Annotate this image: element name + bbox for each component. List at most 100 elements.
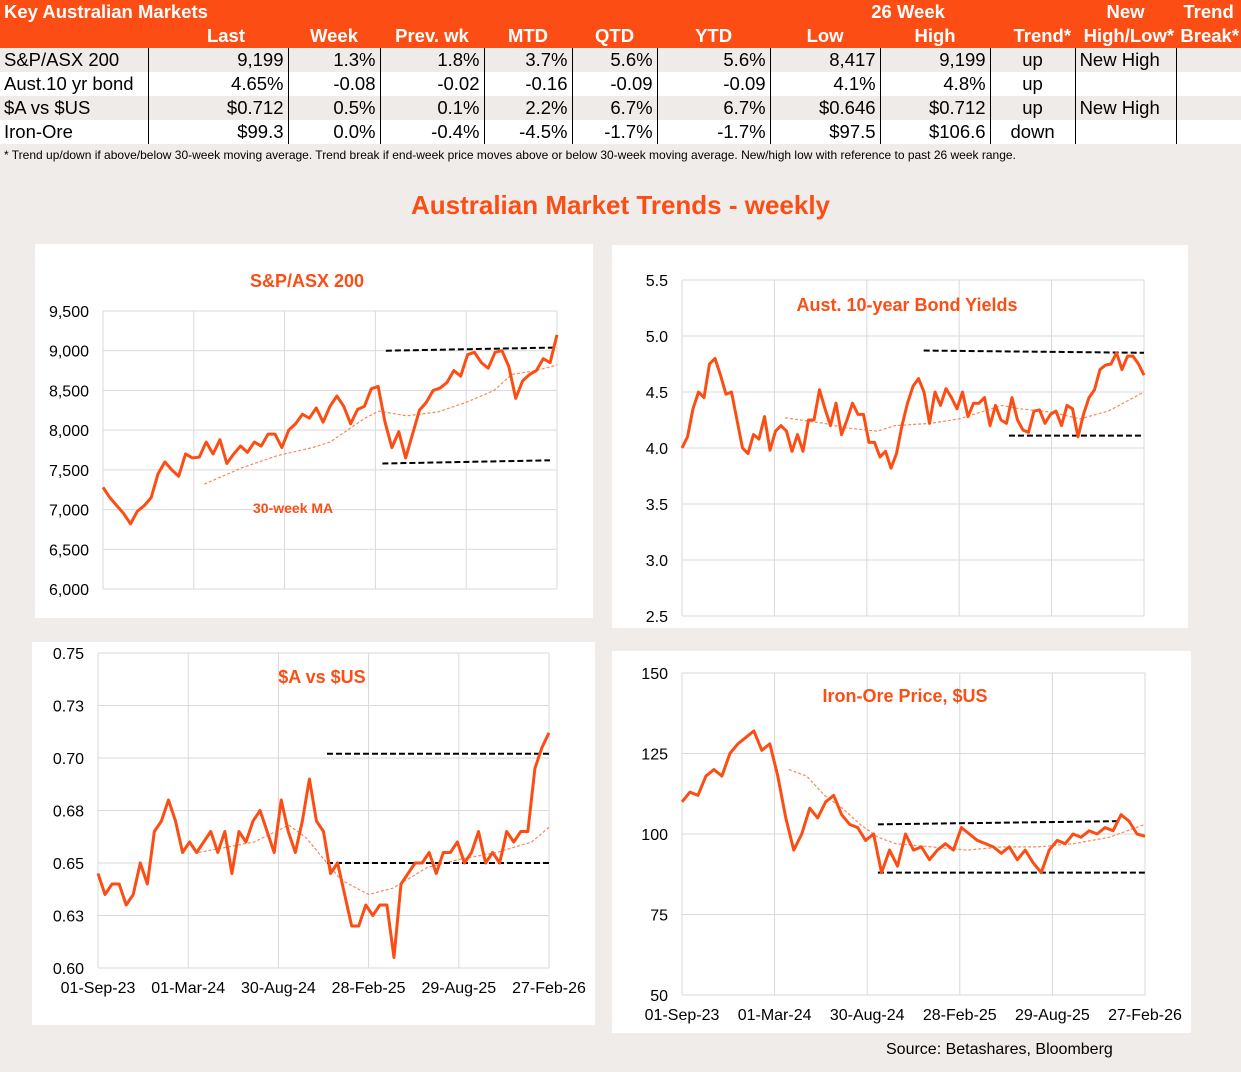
table-cell: -0.02 xyxy=(379,72,484,96)
footnote: * Trend up/down if above/below 30-week m… xyxy=(4,148,1016,162)
table-cell: 8,417 xyxy=(769,48,881,72)
table-cell: 0.0% xyxy=(287,120,380,144)
y-tick-label: 9,000 xyxy=(49,344,89,361)
table-row-bond: Aust.10 yr bond 4.65% -0.08 -0.02 -0.16 -0.09… xyxy=(0,72,1241,96)
table-row-aud: $A vs $US $0.712 0.5% 0.1% 2.2% 6.7% 6.7% $0.64… xyxy=(0,96,1241,120)
header-26-week: 26 Week xyxy=(770,0,991,24)
col-header-high: High xyxy=(880,24,991,48)
y-tick-label: 7,500 xyxy=(49,463,89,480)
table-header-top: Key Australian Markets 26 Week New Trend xyxy=(0,0,1241,24)
x-tick-label: 30-Aug-24 xyxy=(830,1007,905,1024)
x-tick-label: 28-Feb-25 xyxy=(923,1007,997,1024)
table-cell xyxy=(1074,72,1177,96)
range-high-line xyxy=(923,349,1145,354)
y-tick-label: 3.0 xyxy=(646,553,668,570)
y-tick-label: 0.65 xyxy=(53,856,84,873)
y-tick-label: 0.75 xyxy=(53,646,84,663)
table-cell xyxy=(1175,48,1241,72)
table-cell xyxy=(1175,96,1241,120)
table-cell: -4.5% xyxy=(483,120,572,144)
chart-aud: 0.60 0.63 0.65 0.68 0.70 0.73 0.75 01-Sep-23 01-… xyxy=(53,646,586,997)
table-cell: -0.4% xyxy=(379,120,484,144)
table-cell: 0.5% xyxy=(287,96,380,120)
table-cell: $0.712 xyxy=(147,96,288,120)
col-header-mtd: MTD xyxy=(484,24,572,48)
moving-average-line xyxy=(788,769,1146,851)
col-header-low: Low xyxy=(770,24,881,48)
range-low-line xyxy=(382,459,551,465)
y-tick-label: 0.60 xyxy=(53,961,84,978)
table-header: Last Week Prev. wk MTD QTD YTD Low High … xyxy=(0,24,1241,48)
header-trend: Trend xyxy=(1176,0,1241,24)
price-line xyxy=(680,351,1146,470)
price-line xyxy=(680,729,1146,875)
table-cell: 3.7% xyxy=(483,48,572,72)
table-cell: 5.6% xyxy=(656,48,771,72)
table-cell: -0.16 xyxy=(483,72,572,96)
y-tick-label: 9,500 xyxy=(49,304,89,321)
table-row-iron-ore: Iron-Ore $99.3 0.0% -0.4% -4.5% -1.7% -1.7% $97… xyxy=(0,120,1241,144)
x-tick-label: 01-Mar-24 xyxy=(738,1007,812,1024)
table-cell: 2.2% xyxy=(483,96,572,120)
table-cell: $99.3 xyxy=(147,120,288,144)
chart-iron-ore: 50 75 100 125 150 01-Sep-23 01-Mar-24 30-Aug-24… xyxy=(641,666,1182,1024)
chart-bond: 2.5 3.0 3.5 4.0 4.5 5.0 5.5 Aust. 10-year Bond … xyxy=(646,273,1146,626)
table-cell: New High xyxy=(1074,48,1177,72)
table-cell: 6.7% xyxy=(656,96,771,120)
table-cell xyxy=(1175,72,1241,96)
table-cell: $97.5 xyxy=(769,120,881,144)
ma-annotation: 30-week MA xyxy=(253,500,334,516)
table-cell: -1.7% xyxy=(656,120,771,144)
y-tick-label: 2.5 xyxy=(646,609,668,626)
table-cell: 4.8% xyxy=(879,72,991,96)
x-tick-label: 29-Aug-25 xyxy=(1015,1007,1090,1024)
chart-panel-iron-ore xyxy=(612,651,1191,1033)
table-cell: 0.1% xyxy=(379,96,484,120)
x-tick-label: 01-Mar-24 xyxy=(151,980,225,997)
y-tick-label: 150 xyxy=(641,666,668,683)
page-title: Australian Market Trends - weekly xyxy=(410,190,831,220)
y-tick-label: 0.63 xyxy=(53,909,84,926)
table-cell: S&P/ASX 200 xyxy=(0,48,148,72)
markets-table: Key Australian Markets 26 Week New Trend… xyxy=(0,0,1241,144)
x-tick-label: 27-Feb-26 xyxy=(1108,1007,1182,1024)
chart-panel-asx200 xyxy=(35,244,593,618)
col-header-ytd: YTD xyxy=(657,24,771,48)
table-title: Key Australian Markets xyxy=(0,0,658,24)
table-cell: 4.65% xyxy=(147,72,288,96)
table-cell: $0.712 xyxy=(879,96,991,120)
y-tick-label: 5.5 xyxy=(646,273,668,290)
y-tick-label: 3.5 xyxy=(646,497,668,514)
table-cell: $0.646 xyxy=(769,96,881,120)
x-tick-label: 01-Sep-23 xyxy=(645,1007,720,1024)
x-tick-label: 27-Feb-26 xyxy=(512,980,586,997)
table-cell xyxy=(1074,120,1177,144)
chart-title: S&P/ASX 200 xyxy=(250,271,364,291)
col-header-new-high-low: High/Low* xyxy=(1075,24,1177,48)
y-tick-label: 0.68 xyxy=(53,804,84,821)
table-cell: $106.6 xyxy=(879,120,991,144)
table-cell: 4.1% xyxy=(769,72,881,96)
table-cell: down xyxy=(989,120,1076,144)
x-tick-label: 01-Sep-23 xyxy=(61,980,136,997)
table-cell: New High xyxy=(1074,96,1177,120)
y-tick-label: 0.70 xyxy=(53,751,84,768)
x-tick-label: 29-Aug-25 xyxy=(421,980,496,997)
y-tick-label: 100 xyxy=(641,827,668,844)
range-high-line xyxy=(877,820,1121,826)
table-cell: -0.08 xyxy=(287,72,380,96)
y-tick-label: 5.0 xyxy=(646,329,668,346)
y-tick-label: 8,000 xyxy=(49,423,89,440)
col-header-qtd: QTD xyxy=(572,24,658,48)
y-tick-label: 0.73 xyxy=(53,699,84,716)
table-cell: 9,199 xyxy=(147,48,288,72)
chart-title: Iron-Ore Price, $US xyxy=(822,686,987,706)
table-cell: Iron-Ore xyxy=(0,120,148,144)
table-cell: up xyxy=(989,72,1076,96)
table-row-asx200: S&P/ASX 200 9,199 1.3% 1.8% 3.7% 5.6% 5.6% 8,41… xyxy=(0,48,1241,72)
source-note: Source: Betashares, Bloomberg xyxy=(886,1041,1113,1058)
y-tick-label: 6,000 xyxy=(49,582,89,599)
x-tick-label: 28-Feb-25 xyxy=(332,980,406,997)
price-line xyxy=(96,732,551,959)
